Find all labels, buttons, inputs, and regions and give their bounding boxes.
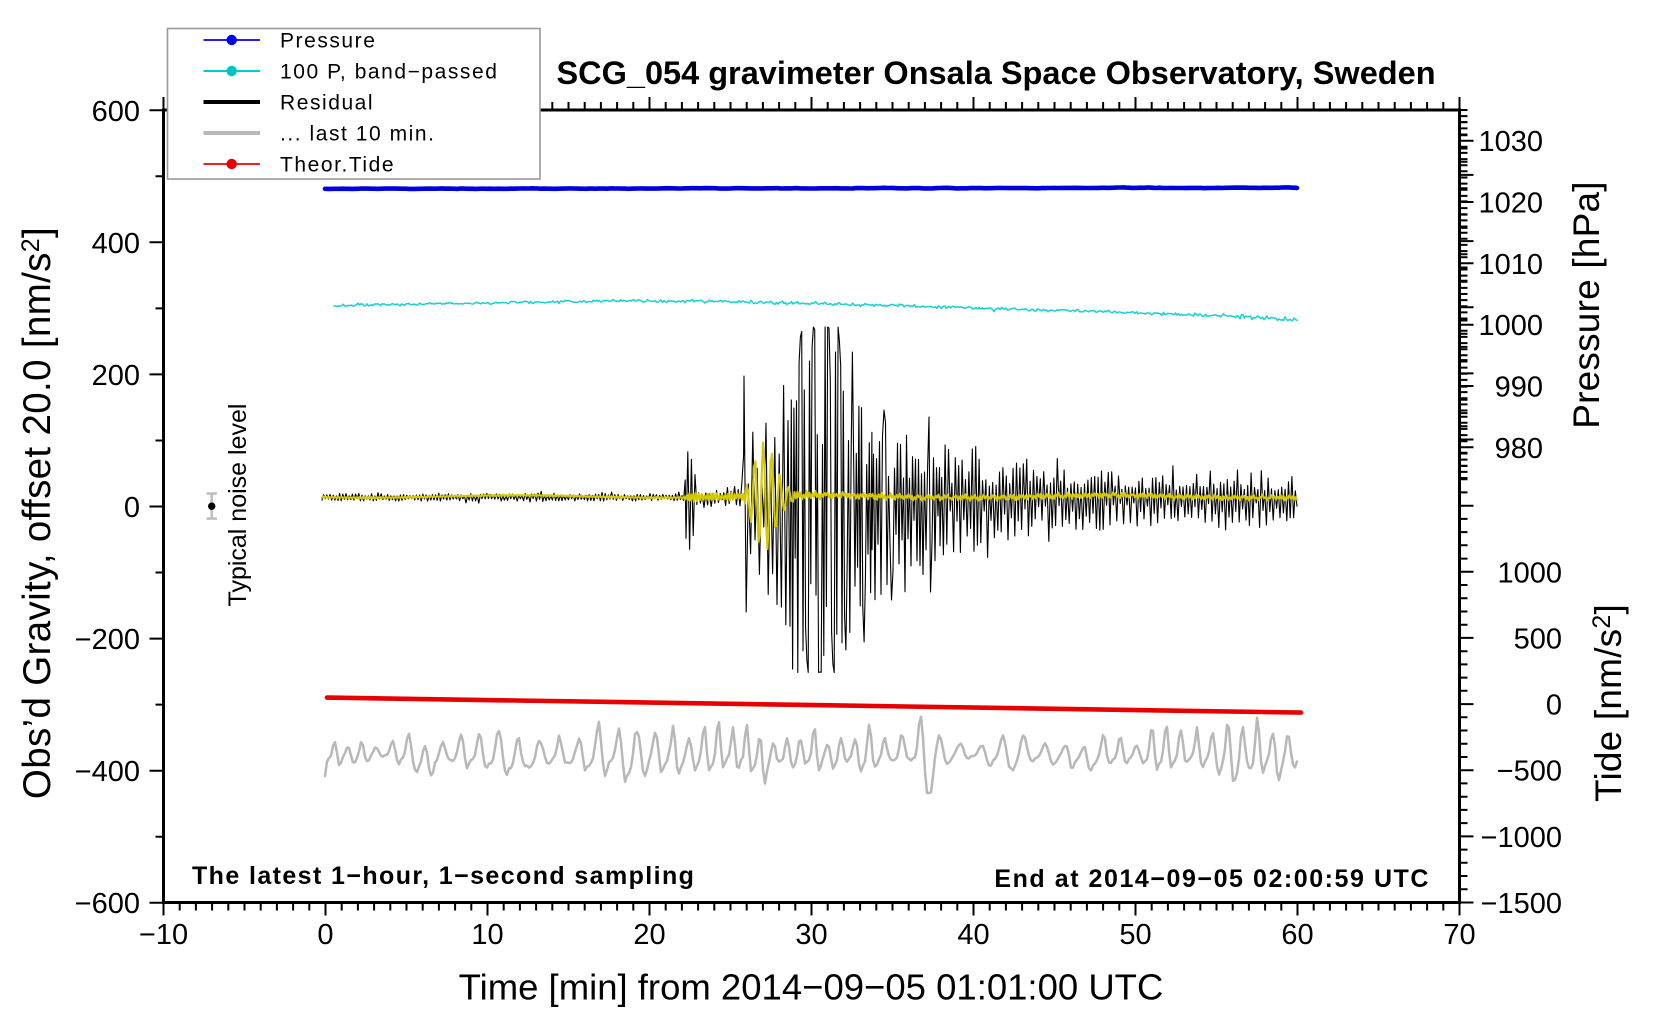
svg-text:1000: 1000 <box>1478 310 1543 342</box>
svg-text:1010: 1010 <box>1478 249 1543 281</box>
svg-text:990: 990 <box>1495 372 1543 404</box>
svg-text:Tide [nm/s2]: Tide [nm/s2] <box>1588 604 1629 802</box>
svg-text:60: 60 <box>1281 919 1313 951</box>
svg-text:−400: −400 <box>75 756 140 788</box>
svg-text:Time [min] from 2014−09−05 01:: Time [min] from 2014−09−05 01:01:00 UTC <box>459 967 1164 1008</box>
svg-text:70: 70 <box>1443 919 1475 951</box>
svg-text:200: 200 <box>92 360 140 392</box>
svg-text:1030: 1030 <box>1478 126 1543 158</box>
svg-text:Theor.Tide: Theor.Tide <box>280 154 395 177</box>
svg-text:20: 20 <box>633 919 665 951</box>
svg-text:1000: 1000 <box>1497 557 1562 589</box>
svg-text:500: 500 <box>1514 623 1562 655</box>
svg-text:0: 0 <box>1546 690 1562 722</box>
svg-text:0: 0 <box>124 492 140 524</box>
svg-text:400: 400 <box>92 228 140 260</box>
svg-text:Obs’d Gravity, offset 20.0 [nm: Obs’d Gravity, offset 20.0 [nm/s2] <box>16 227 59 799</box>
svg-text:10: 10 <box>471 919 503 951</box>
svg-text:The latest 1−hour, 1−second sa: The latest 1−hour, 1−second sampling <box>192 862 695 890</box>
svg-text:−1500: −1500 <box>1481 888 1562 920</box>
svg-text:Pressure: Pressure <box>280 30 376 53</box>
svg-text:End at 2014−09−05 02:00:59 UTC: End at 2014−09−05 02:00:59 UTC <box>994 865 1430 893</box>
svg-text:−10: −10 <box>139 919 188 951</box>
svg-text:Typical noise level: Typical noise level <box>224 404 252 607</box>
svg-text:... last 10 min.: ... last 10 min. <box>280 123 436 146</box>
svg-text:1020: 1020 <box>1478 188 1543 220</box>
svg-text:600: 600 <box>92 96 140 128</box>
svg-text:−1000: −1000 <box>1481 822 1562 854</box>
svg-text:50: 50 <box>1119 919 1151 951</box>
svg-text:30: 30 <box>795 919 827 951</box>
svg-text:SCG_054 gravimeter Onsala Spac: SCG_054 gravimeter Onsala Space Observat… <box>556 55 1435 91</box>
svg-text:−600: −600 <box>75 888 140 920</box>
svg-text:Residual: Residual <box>280 92 374 115</box>
svg-text:Pressure [hPa]: Pressure [hPa] <box>1566 181 1607 429</box>
svg-text:40: 40 <box>957 919 989 951</box>
svg-text:980: 980 <box>1495 433 1543 465</box>
svg-text:100 P, band−passed: 100 P, band−passed <box>280 61 498 84</box>
svg-text:−500: −500 <box>1497 756 1562 788</box>
svg-text:0: 0 <box>317 919 333 951</box>
svg-text:−200: −200 <box>75 624 140 656</box>
